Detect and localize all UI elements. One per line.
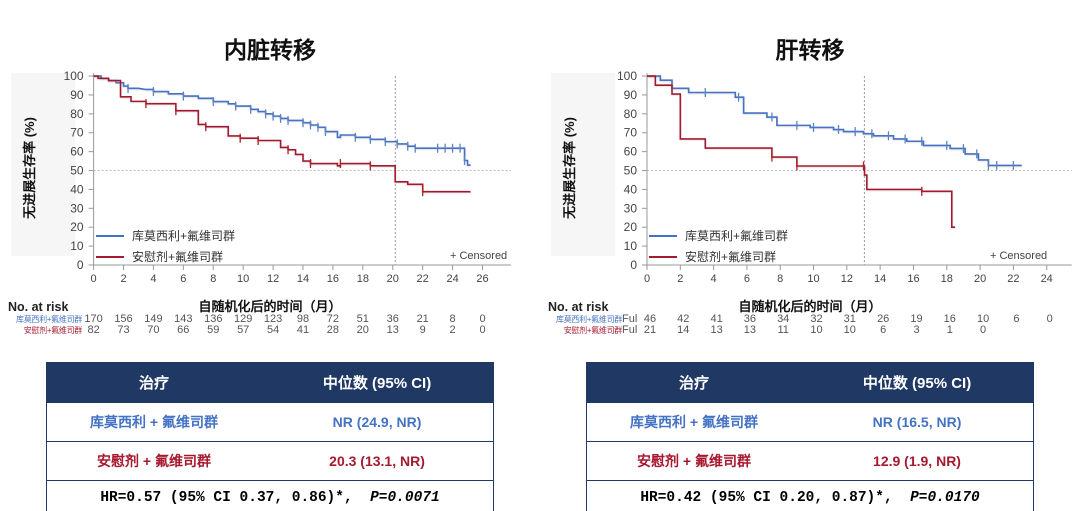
svg-text:8: 8: [210, 273, 216, 285]
svg-text:0: 0: [91, 273, 97, 285]
svg-text:22: 22: [1007, 273, 1019, 285]
svg-text:14: 14: [297, 273, 309, 285]
svg-text:50: 50: [70, 164, 84, 178]
svg-text:10: 10: [237, 273, 249, 285]
svg-text:80: 80: [70, 107, 84, 121]
svg-text:16: 16: [327, 273, 339, 285]
svg-text:18: 18: [941, 273, 953, 285]
svg-text:12: 12: [841, 273, 853, 285]
svg-text:50: 50: [624, 164, 638, 178]
svg-text:10: 10: [70, 239, 84, 253]
svg-text:30: 30: [624, 201, 638, 215]
svg-text:12: 12: [267, 273, 279, 285]
svg-text:24: 24: [1041, 273, 1053, 285]
svg-text:18: 18: [357, 273, 369, 285]
svg-text:40: 40: [70, 182, 84, 196]
svg-text:2: 2: [120, 273, 126, 285]
svg-text:90: 90: [70, 88, 84, 102]
svg-text:60: 60: [624, 145, 638, 159]
svg-text:14: 14: [874, 273, 886, 285]
svg-text:90: 90: [624, 88, 638, 102]
svg-text:0: 0: [630, 258, 637, 272]
svg-text:22: 22: [417, 273, 429, 285]
svg-text:0: 0: [644, 273, 650, 285]
svg-text:80: 80: [624, 107, 638, 121]
svg-text:8: 8: [777, 273, 783, 285]
svg-text:100: 100: [617, 69, 637, 83]
svg-text:70: 70: [624, 126, 638, 140]
svg-text:20: 20: [624, 220, 638, 234]
svg-text:10: 10: [624, 239, 638, 253]
svg-text:4: 4: [150, 273, 156, 285]
svg-text:0: 0: [77, 258, 84, 272]
svg-text:20: 20: [974, 273, 986, 285]
svg-text:16: 16: [907, 273, 919, 285]
svg-text:2: 2: [677, 273, 683, 285]
svg-text:4: 4: [711, 273, 717, 285]
svg-text:40: 40: [624, 182, 638, 196]
svg-text:70: 70: [70, 126, 84, 140]
svg-text:20: 20: [70, 220, 84, 234]
svg-text:24: 24: [446, 273, 458, 285]
svg-text:20: 20: [387, 273, 399, 285]
svg-text:6: 6: [180, 273, 186, 285]
svg-text:10: 10: [807, 273, 819, 285]
svg-text:26: 26: [476, 273, 488, 285]
svg-text:30: 30: [70, 201, 84, 215]
svg-text:100: 100: [64, 69, 84, 83]
svg-text:6: 6: [744, 273, 750, 285]
svg-text:60: 60: [70, 145, 84, 159]
